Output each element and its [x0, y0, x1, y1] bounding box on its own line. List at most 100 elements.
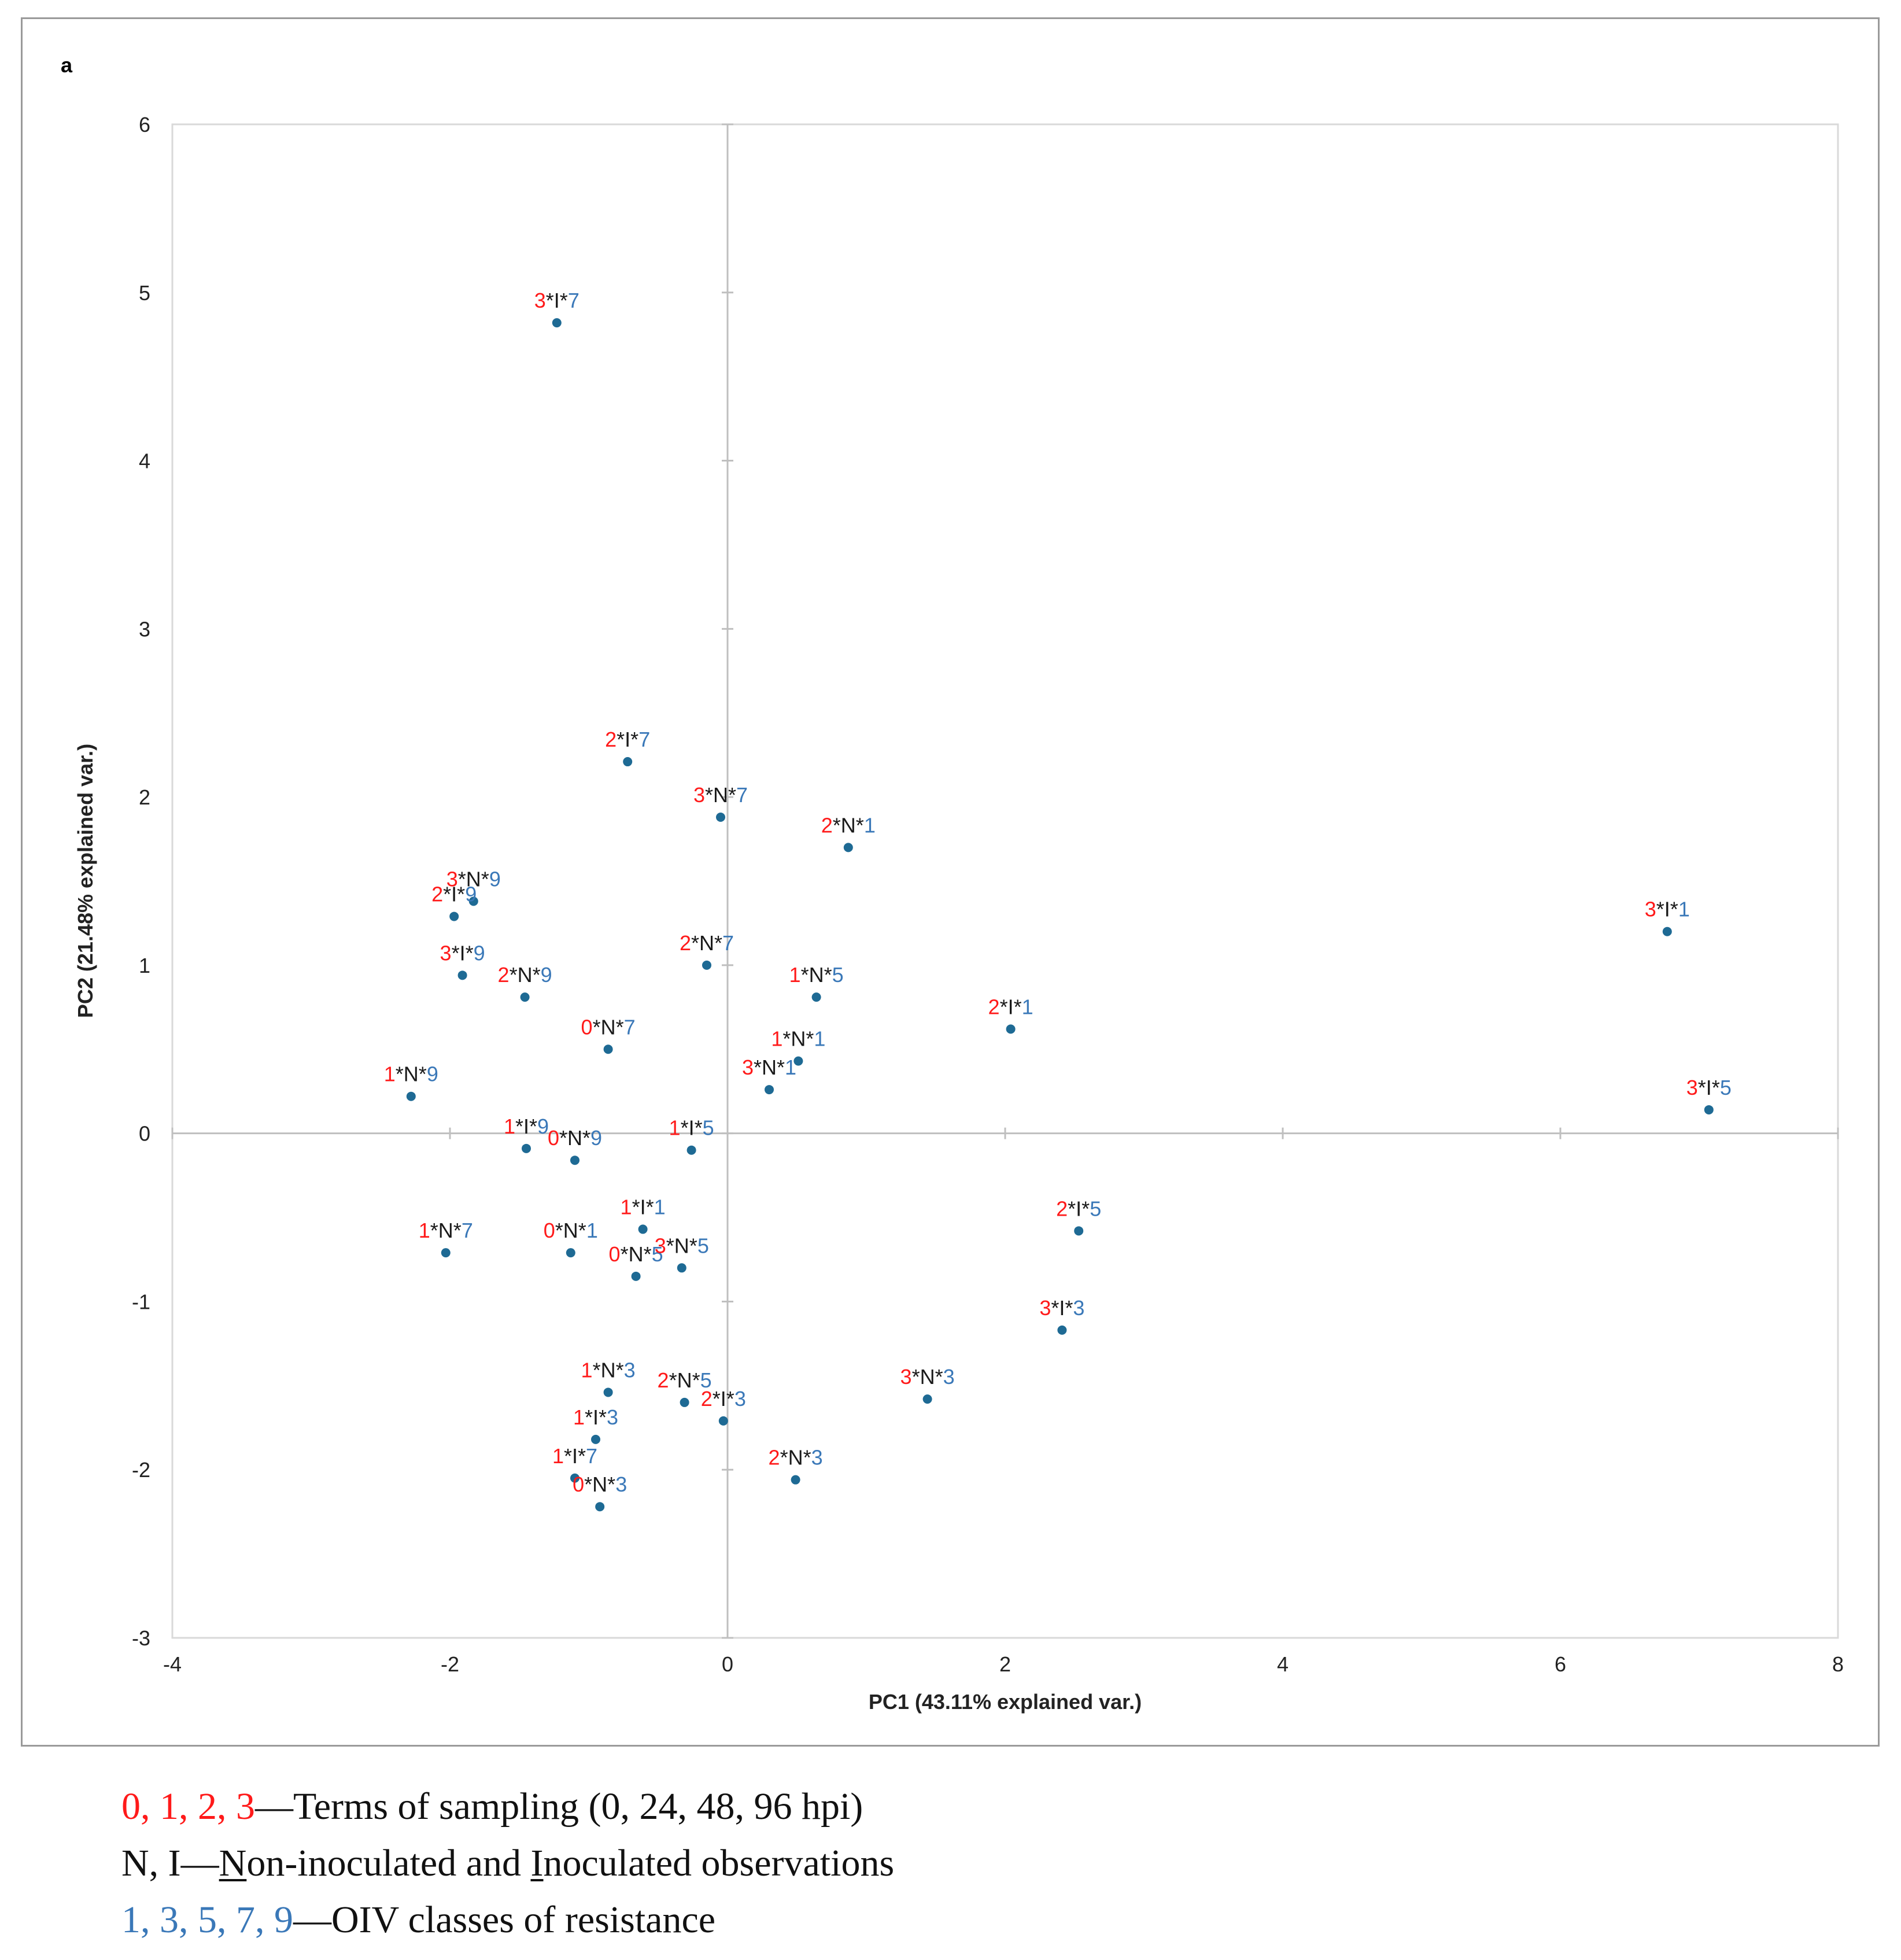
data-point [716, 813, 725, 822]
data-point-label: 1*I*1 [621, 1195, 666, 1219]
data-point-label: 3*I*3 [1039, 1296, 1084, 1320]
data-point [441, 1248, 451, 1258]
data-point-label: 1*N*9 [384, 1062, 438, 1086]
x-axis-ticks: -4 -2 0 2 4 6 8 [163, 1127, 1844, 1676]
y-tick-label: 3 [139, 617, 150, 641]
data-point [1704, 1105, 1714, 1114]
data-point-label: 0*N*7 [581, 1015, 636, 1039]
data-point [552, 318, 562, 328]
data-point [1057, 1325, 1067, 1335]
data-point [680, 1397, 689, 1407]
data-point [623, 757, 633, 767]
y-tick-label: 2 [139, 785, 150, 809]
x-tick-label: 4 [1277, 1652, 1289, 1676]
data-point-label: 0*N*5 [609, 1242, 663, 1266]
data-point-label: 3*N*1 [742, 1055, 796, 1079]
y-tick-label: -1 [132, 1290, 150, 1313]
x-axis-title: PC1 (43.11% explained var.) [869, 1690, 1142, 1714]
zero-axes [172, 124, 1838, 1638]
data-point-label: 3*I*9 [440, 941, 485, 965]
data-point [406, 1091, 416, 1101]
data-point [468, 896, 478, 906]
data-point [686, 1145, 696, 1155]
legend-oiv-row: 1, 3, 5, 7, 9—OIV classes of resistance [121, 1892, 894, 1948]
data-point-label: 3*I*1 [1645, 898, 1690, 921]
x-tick-label: 0 [722, 1652, 733, 1676]
data-point [765, 1085, 774, 1095]
data-point [1074, 1226, 1084, 1236]
data-point [595, 1502, 605, 1512]
data-point-label: 1*N*3 [581, 1358, 636, 1382]
data-point [791, 1475, 800, 1485]
legend-obs-mid: on-inoculated and [246, 1842, 531, 1884]
data-point [677, 1263, 686, 1273]
y-tick-label: 1 [139, 954, 150, 977]
plot-area [171, 123, 1839, 1639]
x-tick-label: 2 [999, 1652, 1011, 1676]
pca-scatter-plot: -4 -2 0 2 4 6 8 -3 -2 -1 0 1 2 3 4 5 6 3*I*7 2*I*7 3*N*7 2… [73, 113, 1844, 1714]
data-point-label: 1*I*3 [573, 1405, 618, 1429]
data-point [457, 970, 467, 980]
y-axis-title: PC2 (21.48% explained var.) [73, 744, 97, 1018]
legend-obs-dash: — [180, 1842, 219, 1884]
data-point [591, 1434, 600, 1444]
data-point-label: 1*N*7 [419, 1219, 473, 1242]
data-point [522, 1143, 531, 1153]
data-point [1006, 1024, 1016, 1034]
data-point-label: 3*I*7 [534, 289, 579, 312]
figure-frame [21, 17, 1880, 1747]
legend-oiv-text: —OIV classes of resistance [293, 1899, 716, 1941]
data-point-label: 0*N*9 [548, 1126, 602, 1150]
x-tick-label: -4 [163, 1652, 182, 1676]
data-point [793, 1056, 803, 1066]
data-point [566, 1248, 575, 1258]
legend-obs-n-letter: N [219, 1842, 247, 1884]
data-point [449, 911, 459, 921]
data-point [570, 1156, 579, 1165]
data-point [702, 960, 711, 970]
data-point-label: 2*I*7 [605, 728, 650, 751]
data-point-label: 1*I*5 [669, 1116, 714, 1140]
data-point-label: 1*I*9 [504, 1114, 549, 1138]
y-tick-label: 4 [139, 449, 150, 473]
x-tick-label: 8 [1832, 1652, 1844, 1676]
y-tick-label: 0 [139, 1122, 150, 1146]
y-tick-label: 6 [139, 113, 150, 136]
legend-terms-values: 0, 1, 2, 3 [121, 1785, 255, 1828]
data-point-label: 0*N*1 [544, 1219, 598, 1242]
y-tick-label: -3 [132, 1626, 150, 1650]
data-point-label: 2*N*3 [769, 1446, 823, 1470]
data-point [638, 1224, 648, 1234]
x-tick-label: -2 [441, 1652, 459, 1676]
legend-obs-values: N, I [121, 1842, 181, 1884]
data-point [603, 1387, 613, 1397]
data-point-label: 2*I*1 [988, 995, 1033, 1018]
data-point-label: 1*N*1 [771, 1027, 825, 1051]
data-point [570, 1473, 579, 1483]
data-point [1662, 927, 1672, 936]
y-axis-ticks: -3 -2 -1 0 1 2 3 4 5 6 [132, 113, 733, 1650]
legend-obs-end: noculated observations [543, 1842, 895, 1884]
legend-oiv-values: 1, 3, 5, 7, 9 [121, 1899, 293, 1941]
data-point [603, 1044, 613, 1054]
data-point [843, 843, 853, 852]
data-points: 3*I*7 2*I*7 3*N*7 2*N*1 3*N*92*I*9 3*I*9 2*N*9… [384, 289, 1732, 1512]
x-tick-label: 6 [1555, 1652, 1566, 1676]
legend-obs-i-letter: I [530, 1842, 544, 1884]
data-point [520, 992, 530, 1002]
data-point-label: 3*N*7 [693, 783, 748, 807]
data-point-label: 3*N*5 [655, 1234, 709, 1257]
y-tick-label: -2 [132, 1458, 150, 1482]
data-point-label: 3*I*5 [1686, 1076, 1732, 1099]
legend-terms-text: —Terms of sampling (0, 24, 48, 96 hpi) [255, 1785, 863, 1828]
data-point-label: 3*N*9 [446, 867, 501, 891]
data-point-label: 2*N*1 [821, 813, 876, 837]
data-point-label: 2*I*9 [431, 883, 477, 906]
panel-label: a [61, 53, 73, 77]
y-tick-label: 5 [139, 281, 150, 305]
data-point-label: 1*I*7 [552, 1444, 597, 1468]
legend-observations-row: N, I—Non-inoculated and Inoculated obser… [121, 1835, 894, 1892]
data-point-label: 2*I*5 [1056, 1197, 1101, 1220]
data-point [631, 1271, 641, 1281]
data-point-label: 0*N*3 [573, 1472, 627, 1496]
